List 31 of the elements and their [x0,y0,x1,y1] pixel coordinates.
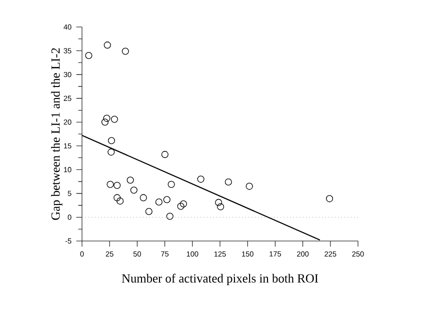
point [104,42,111,49]
point [168,180,175,188]
point [166,212,174,220]
point [116,198,124,205]
point [163,196,170,204]
point [145,208,152,216]
point [326,195,334,202]
point [155,198,162,206]
point [161,150,168,158]
point [106,180,114,188]
y-axis-title: Gap between the LI-1 and the LI-2 [51,48,62,220]
point [197,176,204,183]
point [126,176,134,184]
point [246,182,253,190]
point [140,194,147,202]
point [177,202,184,210]
point [180,200,187,208]
point [217,203,224,210]
point [85,52,92,60]
point [130,186,138,194]
x-axis-title: Number of activated pixels in both ROI [122,274,318,286]
point [101,118,108,126]
point [108,148,115,156]
point [103,114,110,122]
point [110,116,118,123]
point [114,194,121,202]
point [215,198,222,206]
point [108,137,116,144]
point [224,178,232,186]
point [122,48,129,55]
point [114,182,121,189]
